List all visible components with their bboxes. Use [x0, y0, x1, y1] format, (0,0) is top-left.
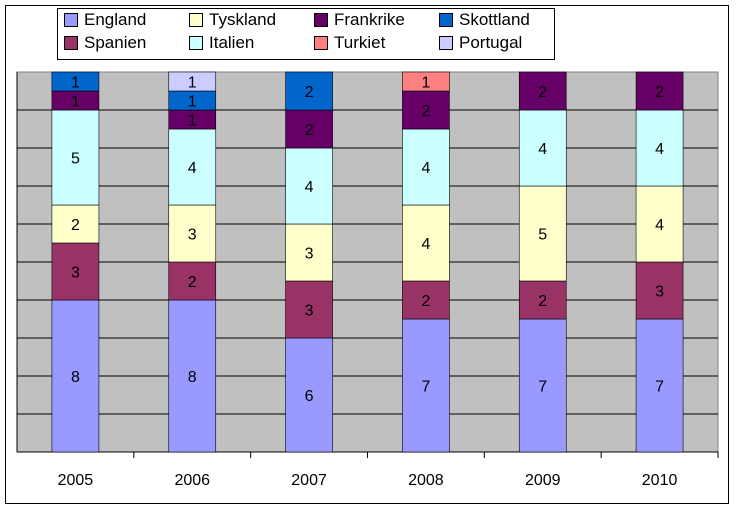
data-label: 3	[655, 284, 664, 301]
data-label: 1	[188, 94, 197, 111]
data-label: 2	[305, 122, 314, 139]
legend-item: England	[64, 10, 146, 30]
bar-segment-england	[51, 299, 100, 453]
data-label: 8	[71, 369, 80, 386]
bar-segment-spanien	[518, 280, 567, 320]
bar-segment-italien	[285, 147, 333, 225]
data-label: 4	[538, 141, 547, 158]
bar-segment-frankrike	[402, 90, 450, 130]
bar-segment-tyskland	[285, 223, 333, 282]
bar-segment-england	[402, 318, 450, 453]
data-label: 2	[305, 84, 314, 101]
bar-segment-tyskland	[635, 185, 684, 263]
data-label: 1	[188, 113, 197, 130]
x-tick-label: 2009	[525, 472, 561, 489]
bar-segment-spanien	[168, 261, 217, 301]
legend-label: Turkiet	[334, 33, 386, 52]
legend-item: Frankrike	[314, 10, 405, 30]
data-label: 2	[655, 84, 664, 101]
bar-segment-italien	[168, 128, 217, 206]
legend-label: Skottland	[459, 10, 530, 29]
bar-segment-frankrike	[635, 71, 684, 111]
data-label: 4	[188, 160, 197, 177]
data-label: 4	[655, 217, 664, 234]
data-label: 4	[305, 179, 314, 196]
bar-segment-spanien	[285, 280, 333, 339]
legend-item: Spanien	[64, 33, 146, 53]
bar-segment-tyskland	[168, 204, 217, 263]
data-label: 2	[538, 293, 547, 310]
data-label: 1	[421, 75, 430, 92]
data-label: 2	[421, 293, 430, 310]
data-label: 4	[655, 141, 664, 158]
bar-segment-spanien	[51, 242, 100, 301]
legend-label: Spanien	[84, 33, 147, 52]
legend-label: England	[84, 10, 147, 29]
bar-segment-portugal	[168, 71, 217, 92]
bar-segment-england	[168, 299, 217, 453]
data-label: 3	[71, 265, 80, 282]
bar-segment-italien	[402, 128, 450, 206]
bar-segment-england	[285, 337, 333, 453]
bar-segment-italien	[518, 109, 567, 187]
chart-frame	[5, 5, 729, 504]
x-tick-label: 2005	[58, 472, 94, 489]
legend-swatch	[64, 36, 78, 50]
bar-segment-italien	[51, 109, 100, 206]
data-label: 2	[188, 274, 197, 291]
data-label: 7	[538, 379, 547, 396]
data-label: 2	[538, 84, 547, 101]
data-label: 8	[188, 369, 197, 386]
x-tick-label: 2010	[642, 472, 678, 489]
legend-item: Skottland	[439, 10, 530, 30]
x-tick-label: 2008	[408, 472, 444, 489]
legend-label: Portugal	[459, 33, 523, 52]
data-label: 1	[71, 94, 80, 111]
legend-label: Tyskland	[209, 10, 277, 29]
bar-segment-tyskland	[518, 185, 567, 282]
bar-segment-england	[518, 318, 567, 453]
data-label: 7	[421, 379, 430, 396]
legend-swatch	[439, 36, 453, 50]
bar-segment-tyskland	[402, 204, 450, 282]
data-label: 2	[71, 217, 80, 234]
x-tick-label: 2006	[174, 472, 210, 489]
bar-segment-turkiet	[402, 71, 450, 92]
bar-segment-skottland	[51, 71, 100, 92]
x-tick-label: 2007	[291, 472, 327, 489]
legend-swatch	[189, 36, 203, 50]
legend-label: Frankrike	[334, 10, 405, 29]
data-label: 5	[538, 227, 547, 244]
data-label: 4	[421, 160, 430, 177]
legend-swatch	[439, 13, 453, 27]
bar-segment-frankrike	[518, 71, 567, 111]
bar-segment-skottland	[285, 71, 333, 111]
data-label: 3	[305, 303, 314, 320]
data-label: 2	[421, 103, 430, 120]
legend-item: Italien	[189, 33, 254, 53]
data-label: 5	[71, 151, 80, 168]
legend: England Spanien Tyskland Italien Frankrike Tu…	[57, 8, 555, 60]
legend-swatch	[314, 36, 328, 50]
legend-swatch	[64, 13, 78, 27]
data-label: 1	[188, 75, 197, 92]
data-label: 4	[421, 236, 430, 253]
data-label: 1	[71, 75, 80, 92]
bar-segment-tyskland	[51, 204, 100, 244]
legend-swatch	[189, 13, 203, 27]
legend-item: Turkiet	[314, 33, 385, 53]
data-label: 3	[305, 246, 314, 263]
bar-segment-frankrike	[285, 109, 333, 149]
legend-label: Italien	[209, 33, 255, 52]
data-label: 7	[655, 379, 664, 396]
legend-item: Portugal	[439, 33, 522, 53]
bar-segment-spanien	[635, 261, 684, 320]
legend-item: Tyskland	[189, 10, 276, 30]
data-label: 6	[305, 388, 314, 405]
data-label: 3	[188, 227, 197, 244]
legend-swatch	[314, 13, 328, 27]
